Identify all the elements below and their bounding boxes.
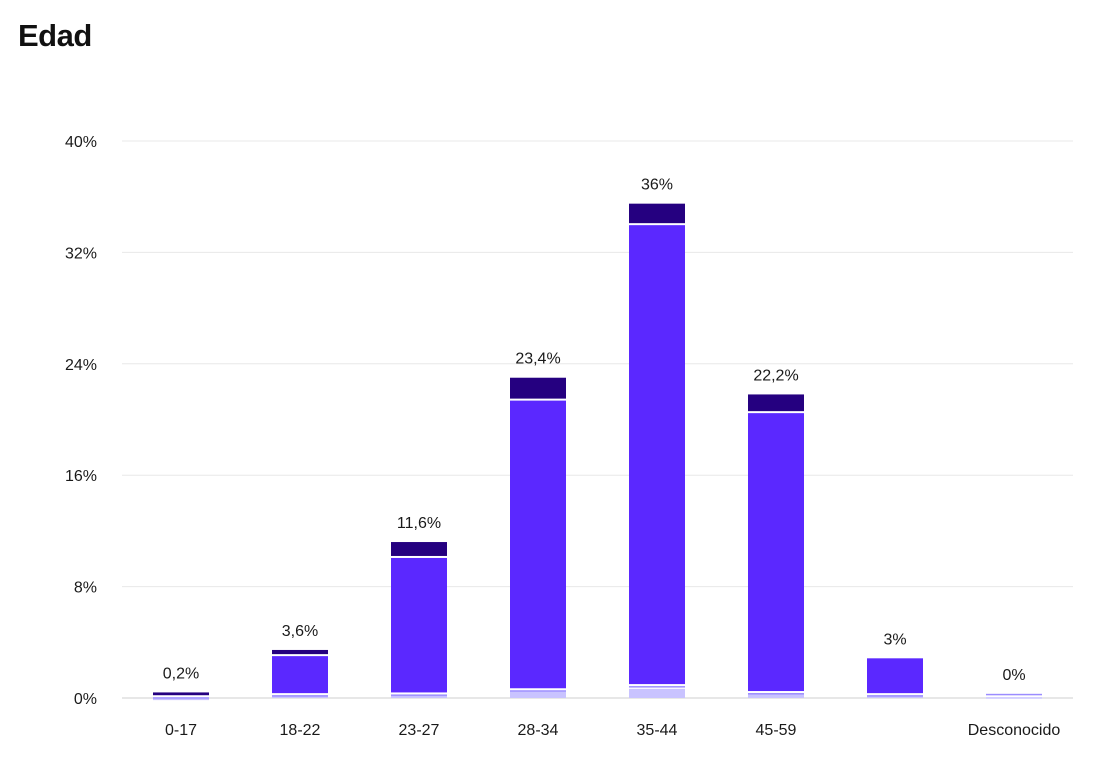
- bar-segment: [629, 225, 685, 685]
- bar-value-label: 36%: [641, 177, 673, 194]
- x-axis-ticks: 0-17 18-22 23-27 28-34 35-44 45-59 Desconocido: [165, 722, 1060, 739]
- bar-segment: [272, 695, 328, 697]
- x-tick-label: 28-34: [518, 722, 559, 739]
- bar-segment: [748, 694, 804, 698]
- bar-stack: [748, 394, 804, 698]
- bar-segment: [510, 400, 566, 689]
- bar-stack: [153, 692, 209, 701]
- bar-segment: [867, 658, 923, 694]
- bar-value-label: 0%: [1002, 667, 1025, 684]
- bar-segment: [153, 697, 209, 699]
- bar-segment: [272, 649, 328, 655]
- bar-segment: [867, 695, 923, 697]
- x-tick-label: Desconocido: [968, 722, 1061, 739]
- bar-segment: [272, 695, 328, 698]
- bar-segment: [391, 695, 447, 698]
- bar-segment: [391, 542, 447, 556]
- y-tick-label: 16%: [65, 468, 97, 485]
- x-tick-label: 45-59: [756, 722, 797, 739]
- bar-stack: [510, 377, 566, 698]
- bar-stack: [391, 542, 447, 698]
- bar-segment: [986, 697, 1042, 699]
- bar-segment: [272, 656, 328, 694]
- bar-value-label: 3%: [883, 631, 906, 648]
- y-tick-label: 0%: [74, 691, 97, 708]
- x-tick-label: 35-44: [637, 722, 678, 739]
- bar-value-label: 0,2%: [163, 665, 199, 682]
- y-tick-label: 32%: [65, 245, 97, 262]
- bar-segment: [391, 557, 447, 693]
- bar-segment: [629, 686, 685, 688]
- bar-segment: [629, 203, 685, 224]
- bar-segment: [153, 692, 209, 696]
- bar-segment: [510, 691, 566, 698]
- grid-lines: [122, 140, 1073, 699]
- bar-stack: [629, 203, 685, 698]
- bar-segment: [153, 698, 209, 701]
- bar-value-label: 23,4%: [515, 351, 560, 368]
- bar-segment: [986, 693, 1042, 696]
- bar-segment: [867, 695, 923, 698]
- bar-value-label: 22,2%: [753, 367, 798, 384]
- y-axis-ticks: 0% 8% 16% 24% 32% 40%: [65, 134, 97, 708]
- x-tick-label: 23-27: [399, 722, 440, 739]
- y-tick-label: 40%: [65, 134, 97, 151]
- bar-value-label: 3,6%: [282, 623, 318, 640]
- bar-value-label: 11,6%: [397, 515, 441, 532]
- y-tick-label: 24%: [65, 357, 97, 374]
- chart-title: Edad: [18, 18, 92, 53]
- bar-segment: [748, 394, 804, 412]
- bar-stack: [867, 658, 923, 698]
- bars: [153, 203, 1042, 701]
- bar-segment: [510, 377, 566, 399]
- x-tick-label: 0-17: [165, 722, 197, 739]
- bar-segment: [748, 413, 804, 692]
- bar-segment: [748, 693, 804, 695]
- bar-segment: [510, 690, 566, 692]
- bar-stack: [986, 693, 1042, 699]
- bar-segment: [391, 694, 447, 696]
- x-tick-label: 18-22: [280, 722, 321, 739]
- bar-stack: [272, 649, 328, 698]
- data-labels: 0,2% 3,6% 11,6% 23,4% 36% 22,2% 3% 0%: [163, 177, 1026, 684]
- y-tick-label: 8%: [74, 580, 97, 597]
- bar-segment: [629, 688, 685, 698]
